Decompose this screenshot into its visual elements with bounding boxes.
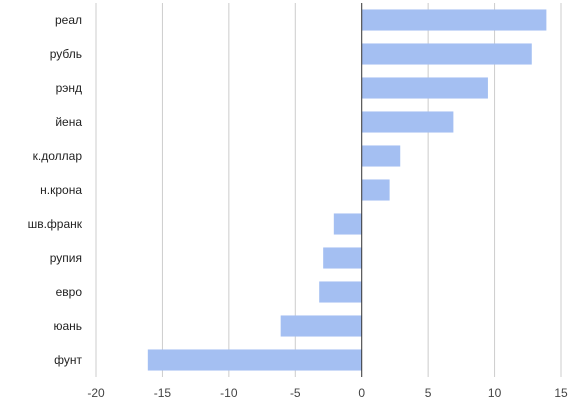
bar [319,281,362,303]
bar [361,179,390,201]
bar [361,43,532,65]
bar [361,145,401,167]
category-label: юань [53,319,82,333]
category-label: реал [55,13,82,27]
bar [361,111,454,133]
x-tick-label: -10 [220,386,238,400]
category-label: йена [55,115,82,129]
category-label: к.доллар [33,149,83,163]
x-tick-label: 0 [358,386,365,400]
x-tick-label: 15 [554,386,568,400]
category-label: шв.франк [28,217,83,231]
category-label: рэнд [56,81,82,95]
category-label: рупия [50,251,82,265]
category-label: фунт [54,353,82,367]
bar [147,349,362,371]
bar [361,9,547,31]
category-label: н.крона [40,183,82,197]
bar [323,247,362,269]
x-tick-label: -15 [154,386,172,400]
bar [333,213,362,235]
x-tick-label: 5 [425,386,432,400]
bar [361,77,488,99]
category-label: рубль [50,47,82,61]
x-tick-label: -20 [87,386,105,400]
x-tick-label: -5 [290,386,301,400]
x-tick-label: 10 [488,386,502,400]
bar [280,315,362,337]
category-label: евро [56,285,83,299]
